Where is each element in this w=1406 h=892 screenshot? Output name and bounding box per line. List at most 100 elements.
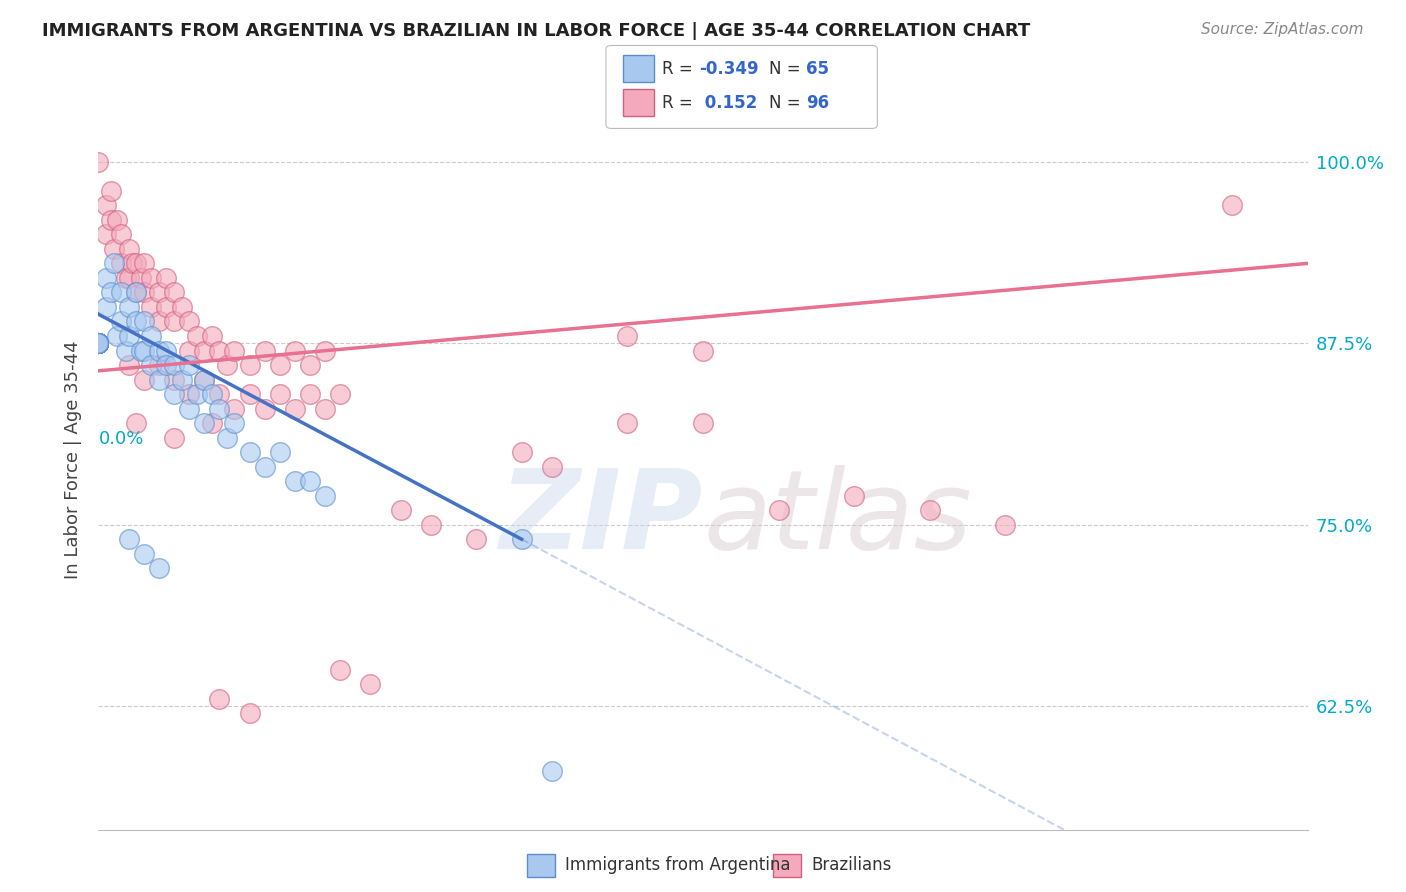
Text: Immigrants from Argentina: Immigrants from Argentina bbox=[565, 856, 790, 874]
Point bbox=[87, 336, 110, 351]
Point bbox=[239, 358, 262, 372]
Point bbox=[87, 336, 110, 351]
Point bbox=[148, 285, 170, 300]
Point bbox=[87, 336, 110, 351]
Point bbox=[105, 212, 128, 227]
Point bbox=[87, 336, 110, 351]
Point bbox=[540, 459, 562, 474]
Point bbox=[314, 489, 336, 503]
Point bbox=[510, 533, 533, 547]
Point bbox=[94, 198, 117, 212]
Point bbox=[114, 343, 136, 358]
Point bbox=[141, 271, 163, 285]
Point bbox=[125, 314, 148, 328]
Point bbox=[87, 336, 110, 351]
Point bbox=[299, 358, 322, 372]
Point bbox=[193, 372, 215, 386]
Point bbox=[994, 517, 1017, 532]
Point bbox=[148, 372, 170, 386]
Point bbox=[420, 517, 443, 532]
Point bbox=[141, 358, 163, 372]
Point bbox=[87, 336, 110, 351]
Point bbox=[87, 154, 110, 169]
Point bbox=[284, 474, 307, 488]
Point bbox=[179, 387, 201, 401]
Point bbox=[329, 387, 352, 401]
Point bbox=[87, 336, 110, 351]
Point bbox=[148, 358, 170, 372]
Point bbox=[87, 336, 110, 351]
Point bbox=[215, 431, 238, 445]
Point bbox=[87, 336, 110, 351]
Text: N =: N = bbox=[769, 60, 806, 78]
Point bbox=[179, 343, 201, 358]
Point bbox=[132, 343, 155, 358]
Point bbox=[129, 343, 152, 358]
Text: ZIP: ZIP bbox=[499, 465, 703, 572]
Point bbox=[215, 358, 238, 372]
Point bbox=[125, 416, 148, 430]
Point bbox=[193, 372, 215, 386]
Point bbox=[170, 300, 193, 314]
Point bbox=[193, 416, 215, 430]
Point bbox=[253, 459, 276, 474]
Point bbox=[87, 336, 110, 351]
Point bbox=[94, 271, 117, 285]
Point bbox=[118, 533, 141, 547]
Point bbox=[269, 445, 291, 459]
Point bbox=[201, 329, 224, 343]
Point bbox=[299, 387, 322, 401]
Point bbox=[94, 227, 117, 242]
Point bbox=[110, 314, 132, 328]
Point bbox=[105, 329, 128, 343]
Point bbox=[692, 343, 714, 358]
Point bbox=[155, 358, 177, 372]
Point bbox=[163, 387, 186, 401]
Point bbox=[87, 336, 110, 351]
Point bbox=[269, 358, 291, 372]
Text: 96: 96 bbox=[806, 94, 828, 112]
Point bbox=[208, 401, 231, 416]
Point bbox=[114, 271, 136, 285]
Point bbox=[132, 547, 155, 561]
Point bbox=[103, 256, 125, 270]
Point bbox=[100, 184, 122, 198]
Point bbox=[239, 706, 262, 721]
Point bbox=[100, 285, 122, 300]
Point bbox=[768, 503, 790, 517]
Point bbox=[148, 343, 170, 358]
Point bbox=[1220, 198, 1243, 212]
Text: R =: R = bbox=[662, 94, 699, 112]
Point bbox=[87, 336, 110, 351]
Point bbox=[132, 372, 155, 386]
Point bbox=[132, 285, 155, 300]
Point bbox=[87, 336, 110, 351]
Point bbox=[87, 336, 110, 351]
Point bbox=[125, 285, 148, 300]
Point bbox=[121, 256, 143, 270]
Point bbox=[129, 271, 152, 285]
Text: N =: N = bbox=[769, 94, 806, 112]
Point bbox=[87, 336, 110, 351]
Point bbox=[510, 445, 533, 459]
Point bbox=[155, 300, 177, 314]
Point bbox=[224, 401, 246, 416]
Point bbox=[314, 401, 336, 416]
Point bbox=[118, 358, 141, 372]
Point bbox=[87, 336, 110, 351]
Point bbox=[284, 343, 307, 358]
Point bbox=[132, 314, 155, 328]
Point bbox=[87, 336, 110, 351]
Point bbox=[179, 314, 201, 328]
Text: Brazilians: Brazilians bbox=[811, 856, 891, 874]
Point bbox=[224, 416, 246, 430]
Point bbox=[155, 343, 177, 358]
Point bbox=[87, 336, 110, 351]
Point bbox=[692, 416, 714, 430]
Point bbox=[186, 387, 208, 401]
Text: atlas: atlas bbox=[703, 465, 972, 572]
Point bbox=[87, 336, 110, 351]
Point bbox=[110, 227, 132, 242]
Text: 0.152: 0.152 bbox=[699, 94, 756, 112]
Point bbox=[87, 336, 110, 351]
